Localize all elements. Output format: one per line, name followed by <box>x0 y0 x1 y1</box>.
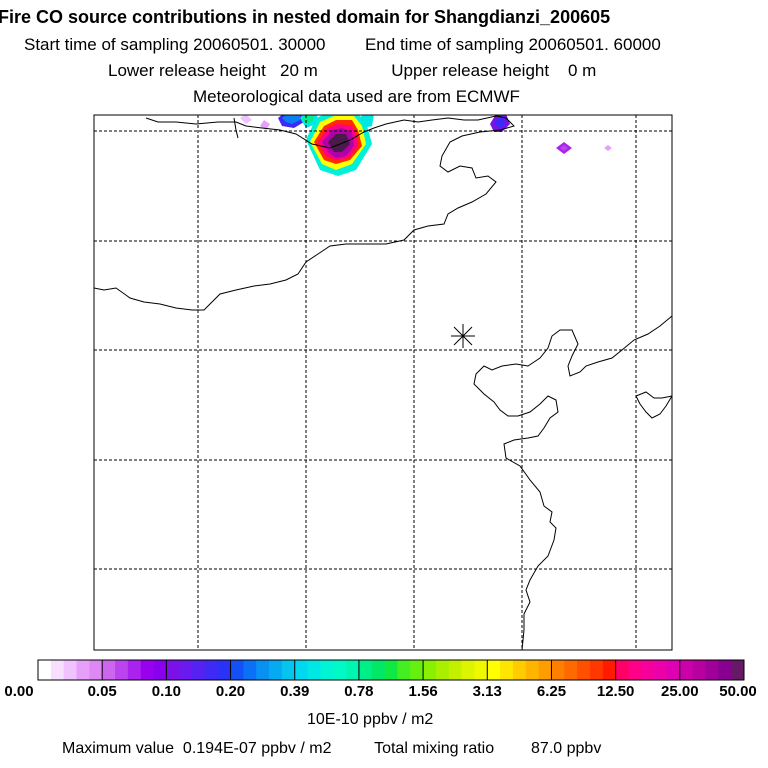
colorbar-swatch <box>320 660 334 680</box>
end-time-value: 20060501. 60000 <box>528 35 661 54</box>
colorbar-swatch <box>666 660 681 680</box>
colorbar-swatch <box>281 660 296 680</box>
total-mixing-label: Total mixing ratio <box>374 740 495 757</box>
colorbar-swatch <box>705 660 719 680</box>
max-value-label: Maximum value <box>62 740 175 757</box>
met-data-note: Meteorological data used are from ECMWF <box>193 87 520 106</box>
colorbar-swatch <box>371 660 386 680</box>
colorbar-swatch <box>564 660 578 680</box>
colorbar-swatch <box>397 660 411 680</box>
colorbar-swatch <box>153 660 167 680</box>
colorbar-swatch <box>76 660 90 680</box>
total-mixing-value: 87.0 ppbv <box>531 740 602 757</box>
colorbar-swatch <box>615 660 629 680</box>
colorbar-swatch <box>294 660 309 680</box>
colorbar-swatch <box>602 660 617 680</box>
colorbar-swatch <box>140 660 155 680</box>
colorbar-tick-label: 50.00 <box>719 683 757 700</box>
colorbar-swatch <box>461 660 475 680</box>
colorbar-swatch <box>333 660 347 680</box>
sampling-time-line: Start time of sampling 20060501. 30000 E… <box>24 36 661 53</box>
lat-lon-grid <box>94 115 672 650</box>
colorbar-swatch <box>89 660 103 680</box>
asterisk-receptor-icon <box>451 324 475 348</box>
colorbar-swatch <box>256 660 270 680</box>
colorbar-swatch <box>731 660 745 680</box>
colorbar-swatch <box>641 660 655 680</box>
colorbar-tick-label: 3.13 <box>472 683 502 700</box>
start-time-value: 20060501. 30000 <box>193 35 326 54</box>
co-plume-secondary <box>240 115 374 130</box>
colorbar-swatch <box>410 660 424 680</box>
colorbar-tick-label: 0.05 <box>87 683 117 700</box>
map-frame <box>93 114 673 651</box>
colorbar-swatch <box>217 660 232 680</box>
coastlines <box>94 115 672 650</box>
colorbar-swatch <box>204 660 219 680</box>
colorbar-swatch <box>243 660 257 680</box>
colorbar-swatch <box>654 660 668 680</box>
colorbar-swatch <box>718 660 732 680</box>
colorbar-tick-label: 12.50 <box>596 683 635 700</box>
upper-height-value: 0 m <box>568 61 597 80</box>
end-time-label: End time of sampling <box>364 35 524 54</box>
colorbar-swatch <box>435 660 450 680</box>
plot-title: Fire CO source contributions in nested d… <box>0 7 611 27</box>
colorbar-tick-label: 0.78 <box>344 683 374 700</box>
colorbar-swatch <box>115 660 129 680</box>
colorbar-swatch <box>102 660 116 680</box>
colorbar-tick-label: 0.00 <box>4 683 34 700</box>
colorbar-swatch <box>628 660 642 680</box>
colorbar-tick-label: 0.10 <box>151 683 181 700</box>
colorbar-swatch <box>358 660 373 680</box>
upper-height-label: Upper release height <box>391 61 550 80</box>
colorbar-swatch <box>166 660 180 680</box>
colorbar-swatch <box>525 660 540 680</box>
colorbar-swatch <box>179 660 193 680</box>
lower-height-label: Lower release height <box>108 61 266 80</box>
colorbar-swatch <box>692 660 706 680</box>
colorbar-tick-label: 6.25 <box>536 683 567 700</box>
co-plume-east <box>490 115 612 154</box>
start-time-label: Start time of sampling <box>24 35 189 54</box>
colorbar-tick-label: 0.20 <box>215 683 246 700</box>
colorbar-swatch <box>474 660 488 680</box>
colorbar-swatch <box>512 660 527 680</box>
colorbar-swatch <box>269 660 283 680</box>
colorbar-swatch <box>63 660 78 680</box>
colorbar-swatch <box>384 660 398 680</box>
colorbar-swatch <box>538 660 552 680</box>
colorbar-swatch <box>577 660 591 680</box>
colorbar-swatch <box>127 660 142 680</box>
colorbar-swatch <box>500 660 514 680</box>
release-height-line: Lower release height 20 m Upper release … <box>108 62 596 79</box>
max-value: 0.194E-07 ppbv / m2 <box>182 740 332 757</box>
colorbar-swatch <box>192 660 206 680</box>
colorbar-swatch <box>423 660 437 680</box>
colorbar-swatch <box>448 660 463 680</box>
colorbar-swatch <box>589 660 604 680</box>
co-plume-main <box>306 115 372 176</box>
colorbar-tick-label: 25.00 <box>661 683 699 700</box>
summary-footer: Maximum value 0.194E-07 ppbv / m2 Total … <box>62 741 601 757</box>
colorbar-swatch <box>38 660 52 680</box>
colorbar-swatch <box>230 660 244 680</box>
colorbar-tick-label: 1.56 <box>408 683 438 700</box>
colorbar-swatch <box>679 660 694 680</box>
colorbar-swatch <box>307 660 321 680</box>
lower-height-value: 20 m <box>280 61 318 80</box>
colorbar-swatch <box>50 660 65 680</box>
colorbar-swatch <box>487 660 501 680</box>
colorbar-units: 10E-10 ppbv / m2 <box>307 711 434 728</box>
colorbar-tick-label: 0.39 <box>280 683 310 700</box>
colorbar-swatch <box>346 660 360 680</box>
colorbar-swatch <box>551 660 565 680</box>
